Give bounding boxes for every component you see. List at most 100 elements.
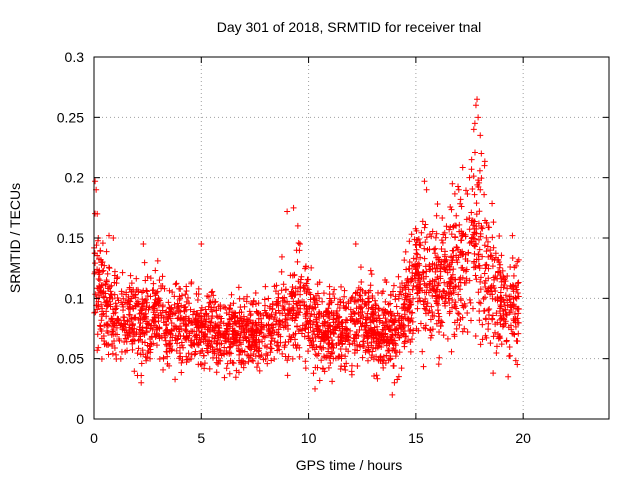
data-point — [468, 317, 475, 324]
data-point — [485, 287, 492, 294]
data-point — [353, 289, 360, 296]
data-point — [294, 258, 301, 265]
data-point — [182, 327, 189, 334]
data-point — [433, 295, 440, 302]
data-point — [414, 298, 421, 305]
data-point — [296, 353, 303, 360]
data-point — [104, 321, 111, 328]
data-point — [256, 339, 263, 346]
data-point — [183, 353, 190, 360]
x-tick-label: 5 — [197, 430, 205, 446]
data-point — [446, 308, 453, 315]
data-point — [454, 310, 461, 317]
data-point — [140, 287, 147, 294]
data-point — [133, 275, 140, 282]
data-point — [478, 224, 485, 231]
data-point — [477, 286, 484, 293]
data-point — [201, 312, 208, 319]
data-point — [486, 306, 493, 313]
data-point — [389, 391, 396, 398]
data-point — [235, 369, 242, 376]
data-point — [432, 297, 439, 304]
data-point — [284, 357, 291, 364]
data-point — [296, 344, 303, 351]
data-point — [269, 305, 276, 312]
data-point — [306, 317, 313, 324]
data-point — [386, 347, 393, 354]
data-point — [127, 306, 134, 313]
data-point — [493, 343, 500, 350]
data-point — [217, 357, 224, 364]
data-point — [156, 356, 163, 363]
data-point — [122, 348, 129, 355]
data-point — [284, 326, 291, 333]
y-tick-label: 0 — [76, 411, 84, 427]
data-point — [481, 162, 488, 169]
data-point — [307, 337, 314, 344]
data-point — [309, 305, 316, 312]
data-point — [340, 302, 347, 309]
data-point — [96, 289, 103, 296]
data-point — [284, 372, 291, 379]
data-point — [462, 187, 469, 194]
data-point — [306, 289, 313, 296]
data-point — [436, 354, 443, 361]
data-point — [464, 257, 471, 264]
data-point — [135, 288, 142, 295]
data-point — [271, 314, 278, 321]
data-point — [437, 273, 444, 280]
data-point — [469, 185, 476, 192]
data-point — [446, 226, 453, 233]
data-point — [207, 343, 214, 350]
data-point — [330, 329, 337, 336]
data-point — [442, 234, 449, 241]
data-point — [435, 317, 442, 324]
data-point — [296, 299, 303, 306]
data-point — [368, 271, 375, 278]
data-point — [252, 341, 259, 348]
y-axis-label: SRMTID / TECUs — [7, 183, 23, 293]
data-point — [236, 295, 243, 302]
data-point — [144, 288, 151, 295]
data-point — [410, 295, 417, 302]
data-point — [176, 296, 183, 303]
data-point — [152, 292, 159, 299]
data-point — [185, 350, 192, 357]
data-point — [490, 282, 497, 289]
data-point — [160, 366, 167, 373]
data-point — [253, 364, 260, 371]
data-point — [151, 330, 158, 337]
data-point — [92, 178, 99, 185]
data-point — [166, 329, 173, 336]
data-point — [406, 258, 413, 265]
data-point — [440, 332, 447, 339]
data-point — [421, 178, 428, 185]
data-point — [421, 245, 428, 252]
x-tick-label: 0 — [90, 430, 98, 446]
data-point — [181, 304, 188, 311]
data-point — [220, 303, 227, 310]
data-point — [450, 289, 457, 296]
data-point — [512, 305, 519, 312]
data-point — [302, 263, 309, 270]
data-point — [454, 317, 461, 324]
data-point — [297, 291, 304, 298]
data-point — [274, 298, 281, 305]
grid-lines — [94, 57, 609, 419]
data-point — [202, 322, 209, 329]
data-point — [460, 304, 467, 311]
data-point — [326, 301, 333, 308]
data-point — [417, 254, 424, 261]
data-point — [434, 307, 441, 314]
data-point — [364, 335, 371, 342]
data-point — [144, 292, 151, 299]
data-point — [233, 331, 240, 338]
data-point — [398, 365, 405, 372]
data-point — [214, 345, 221, 352]
data-point — [264, 312, 271, 319]
data-point — [362, 347, 369, 354]
data-point — [421, 224, 428, 231]
data-point — [370, 308, 377, 315]
data-point — [262, 283, 269, 290]
data-point — [397, 284, 404, 291]
